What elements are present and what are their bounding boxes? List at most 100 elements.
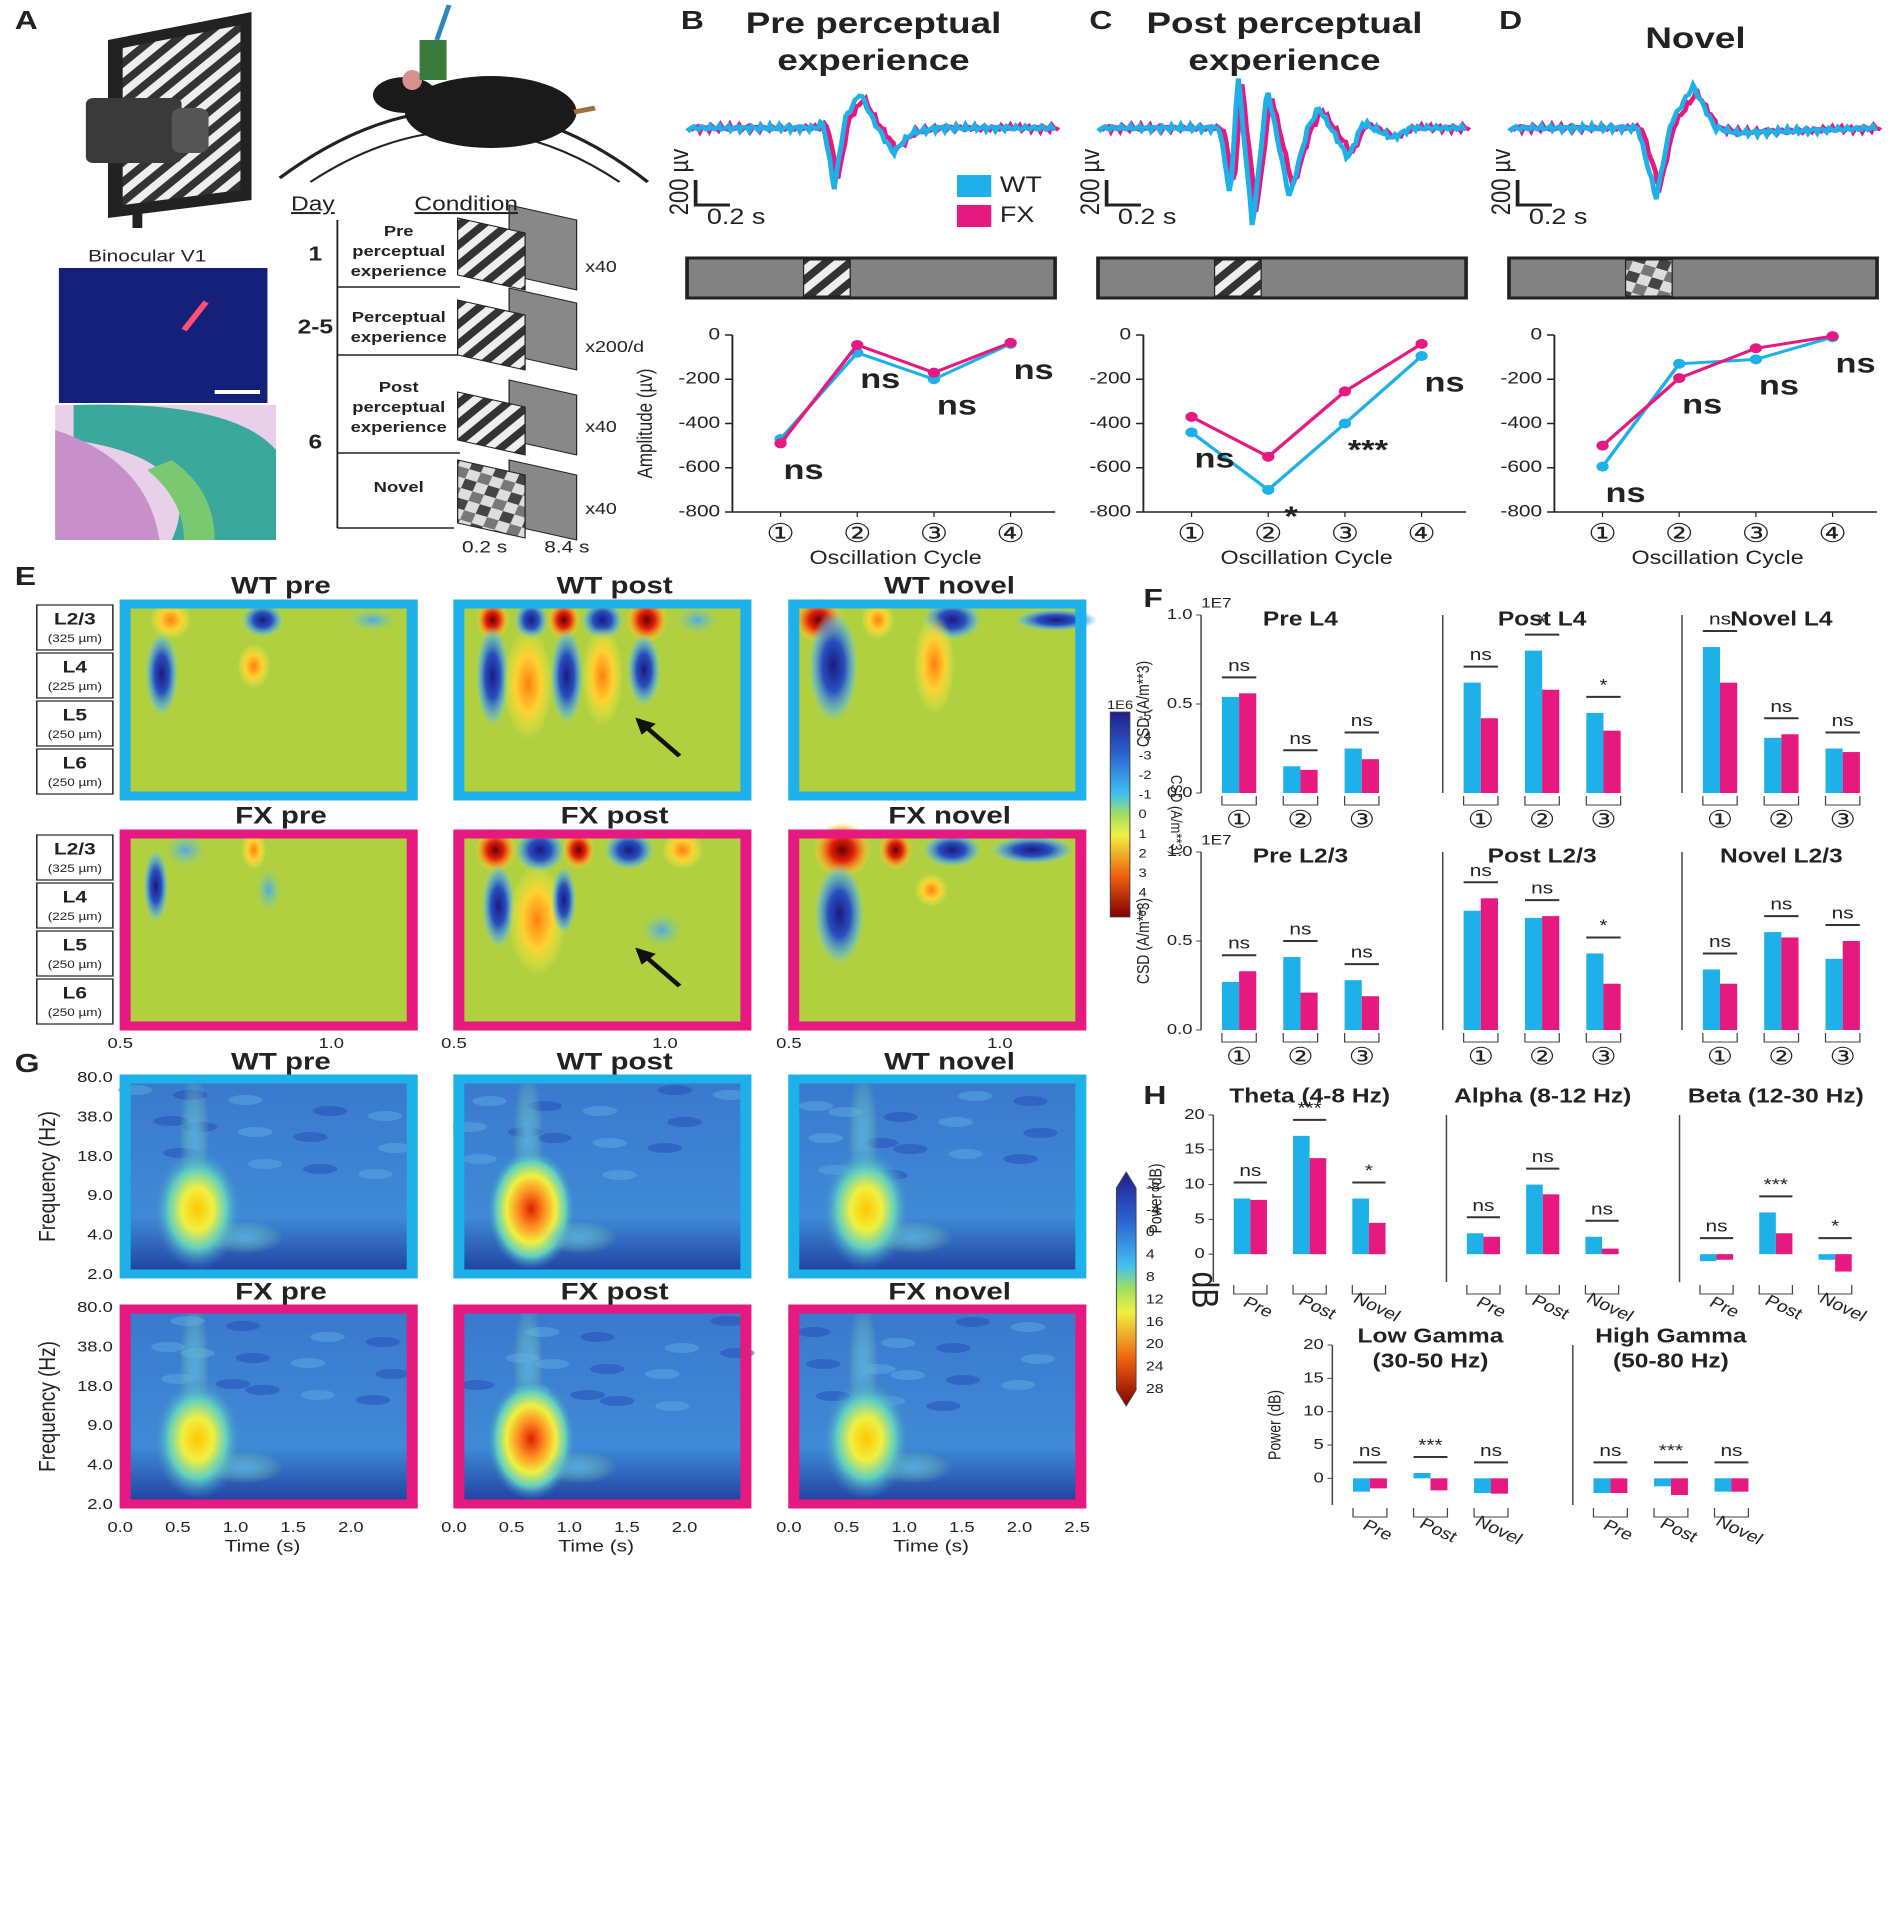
bar	[1300, 769, 1318, 793]
colorbar-tick-label: -1	[1138, 788, 1151, 801]
colorbar	[1109, 711, 1131, 918]
category-bracket	[1233, 1285, 1268, 1295]
heatmap-blob	[914, 873, 948, 907]
y-tick-label: -200	[1500, 369, 1542, 388]
spectrogram-blob	[874, 1451, 953, 1484]
scale-label: 200 µv	[1487, 148, 1517, 215]
chart-title: experience	[1188, 44, 1380, 77]
arrow	[635, 717, 682, 758]
bar	[1603, 730, 1621, 793]
trace	[1096, 78, 1468, 226]
x-tick-label: ①	[1588, 520, 1617, 549]
chart-title: Novel	[1645, 22, 1745, 55]
y-axis-label: CSD (A/m**3)	[1135, 661, 1154, 747]
legend-label: FX	[1000, 203, 1034, 227]
x-tick-label: 0.0	[441, 1519, 467, 1536]
heatmap-title: FX novel	[888, 802, 1011, 829]
heatmap-title: WT pre	[231, 572, 331, 599]
heatmap-blob	[581, 625, 624, 727]
colorbar-tick-label: 4	[1146, 1248, 1155, 1262]
x-tick-label: ①	[1177, 520, 1206, 549]
spectrogram-texture	[377, 1143, 413, 1153]
x-tick-label: Pre	[1359, 1516, 1396, 1544]
chart-title: Post perceptual	[1146, 7, 1422, 40]
heatmap-blob	[515, 827, 565, 873]
x-tick-label: ②	[1287, 1043, 1313, 1070]
category-bracket	[1292, 1285, 1327, 1295]
category-bracket	[1473, 1508, 1509, 1518]
panel-label: D	[1499, 7, 1522, 36]
bar	[1368, 1222, 1386, 1255]
significance: ns	[1425, 366, 1465, 397]
layer-name: L5	[63, 706, 88, 725]
heatmap-blob	[808, 610, 859, 722]
x-tick-label: ①	[1468, 1043, 1494, 1070]
stimulus-bar	[1507, 256, 1879, 300]
x-tick-label: ③	[1349, 806, 1375, 833]
significance: ns	[1014, 354, 1054, 385]
y-tick-label: 5	[1314, 1436, 1324, 1453]
bar	[1602, 1248, 1619, 1255]
colorbar-tick-label: -2	[1138, 768, 1151, 781]
condition-label: Perceptual	[352, 309, 446, 326]
bar	[1353, 1478, 1370, 1492]
spectrogram-texture	[1003, 1154, 1038, 1164]
colorbar-tick-label: 20	[1146, 1338, 1164, 1352]
x-tick-label: 1.5	[614, 1519, 640, 1536]
heatmap-blob	[547, 600, 581, 640]
spectrogram-texture	[880, 1338, 916, 1348]
spectrogram-texture	[883, 1112, 918, 1122]
bar	[1585, 1236, 1603, 1255]
significance: ns	[860, 363, 900, 394]
x-tick-label: Pre	[1706, 1293, 1743, 1321]
bar	[1283, 766, 1301, 793]
table-header: Day	[291, 192, 336, 214]
panel-label: B	[681, 7, 704, 36]
spectrogram-texture	[590, 1364, 625, 1374]
spectrogram-texture	[645, 1369, 680, 1379]
x-tick-label: 1.5	[280, 1519, 306, 1536]
y-tick-label: 1.0	[1167, 843, 1193, 860]
spectrogram-texture	[936, 1343, 971, 1353]
y-tick-label: 0	[1195, 1245, 1205, 1262]
bar	[1781, 734, 1799, 793]
line	[1601, 334, 1833, 447]
point	[1338, 418, 1352, 429]
spectrogram-texture	[570, 1390, 605, 1400]
heatmap-blob	[481, 864, 516, 948]
x-tick-label: ②	[1768, 806, 1794, 833]
x-tick-label: 2.0	[672, 1519, 698, 1536]
category-bracket	[1462, 1033, 1499, 1043]
bar	[1283, 957, 1301, 1030]
x-tick-label: 0.5	[165, 1519, 191, 1536]
heatmap-blob	[879, 830, 913, 870]
colorbar-tick-label: 0	[1138, 807, 1146, 820]
x-tick-label: 1.0	[987, 1035, 1013, 1052]
spectrogram-blob	[540, 1221, 618, 1254]
category-bracket	[1282, 1033, 1319, 1043]
y-axis-label: Frequency (Hz)	[34, 1111, 60, 1242]
spectrogram-blob	[874, 1221, 953, 1254]
panel-label: G	[15, 1050, 40, 1079]
layer-name: L6	[63, 984, 87, 1003]
significance: ns	[1351, 943, 1373, 962]
stimulus	[802, 259, 851, 297]
x-axis-label: Time (s)	[225, 1537, 301, 1556]
x-tick-label: 0.5	[441, 1035, 467, 1052]
panel-label: C	[1089, 7, 1112, 36]
x-axis-label: Time (s)	[558, 1537, 634, 1556]
spectrogram-texture	[657, 1085, 692, 1095]
x-axis-label: Oscillation Cycle	[1220, 547, 1392, 568]
significance: ns	[1531, 879, 1553, 898]
y-tick-label: 0.0	[1167, 784, 1193, 801]
point	[1673, 358, 1686, 369]
heatmap-blob	[475, 600, 510, 640]
spectrogram-texture	[1001, 1380, 1036, 1390]
schematic	[55, 4, 650, 541]
x-tick-label: 0.5	[499, 1519, 525, 1536]
spectrogram-texture	[938, 1117, 973, 1127]
condition-label: perceptual	[352, 243, 445, 260]
colorbar-tick-label: -4	[1138, 729, 1152, 742]
y-tick-label: 1.0	[1167, 606, 1193, 623]
significance: *	[1285, 500, 1299, 531]
